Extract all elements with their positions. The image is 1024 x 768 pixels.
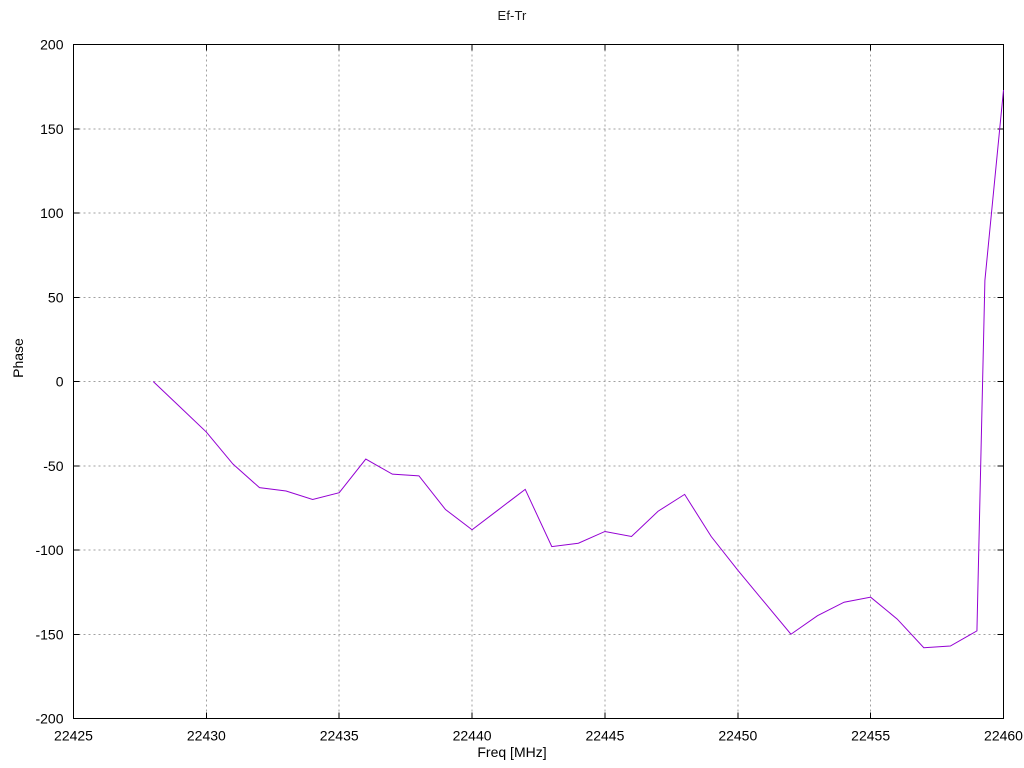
x-tick-label: 22445: [585, 728, 624, 744]
chart-title: Ef-Tr: [497, 8, 527, 23]
x-tick-label: 22450: [718, 728, 757, 744]
y-tick-label: 0: [56, 374, 64, 390]
tick-label-layer: 22425 22430 22435 22440 22445 22450 22455 22460…: [35, 37, 1023, 744]
y-tick-label: -150: [35, 626, 63, 642]
data-series-layer: [152, 89, 1004, 649]
y-tick-label: -50: [43, 458, 63, 474]
data-line-phase: [152, 89, 1004, 649]
y-axis-label: Phase: [10, 338, 26, 378]
y-tick-label: 150: [40, 121, 64, 137]
y-tick-label: 200: [40, 37, 64, 53]
x-tick-label: 22435: [320, 728, 359, 744]
x-tick-label: 22460: [984, 728, 1023, 744]
y-tick-label: -100: [35, 542, 63, 558]
x-axis-label: Freq [MHz]: [477, 744, 547, 760]
y-tick-label: 100: [40, 205, 64, 221]
x-tick-label: 22440: [453, 728, 492, 744]
y-tick-label: 50: [48, 289, 64, 305]
x-tick-label: 22430: [187, 728, 226, 744]
x-tick-label: 22455: [851, 728, 890, 744]
axis-frame: [73, 44, 1004, 719]
grid-layer: [73, 44, 1004, 719]
y-tick-label: -200: [35, 711, 63, 727]
x-tick-label: 22425: [54, 728, 93, 744]
